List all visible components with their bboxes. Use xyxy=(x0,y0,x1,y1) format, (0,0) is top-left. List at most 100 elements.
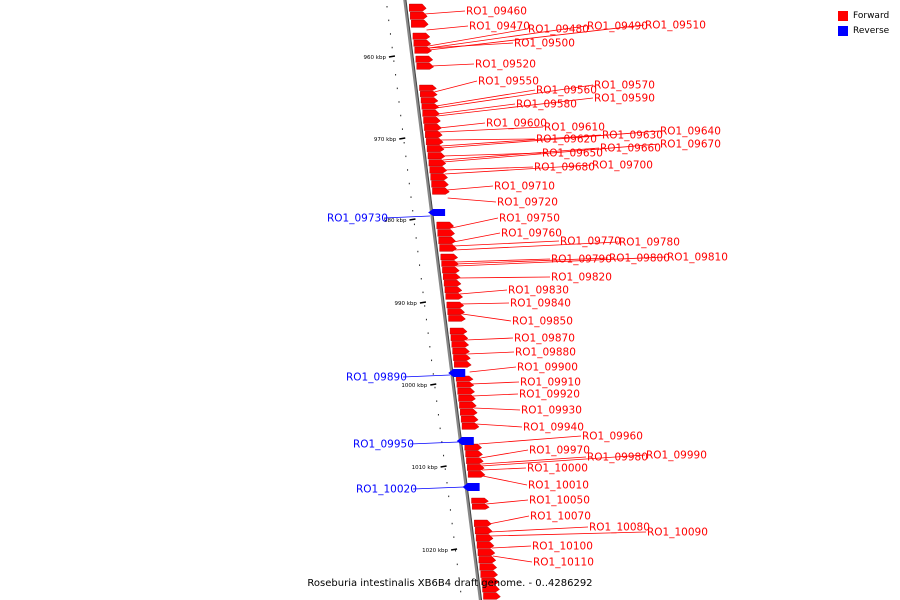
forward-gene-feature[interactable] xyxy=(475,534,494,542)
gene-label-ro1_09890[interactable]: RO1_09890 xyxy=(346,372,407,384)
gene-label-ro1_09470[interactable]: RO1_09470 xyxy=(469,21,530,33)
gene-label-ro1_10070[interactable]: RO1_10070 xyxy=(530,511,591,523)
forward-gene-feature[interactable] xyxy=(465,450,483,458)
gene-label-ro1_09820[interactable]: RO1_09820 xyxy=(551,272,612,284)
gene-label-ro1_09480[interactable]: RO1_09480 xyxy=(528,24,589,36)
forward-gene-feature[interactable] xyxy=(416,62,435,70)
gene-label-ro1_09790[interactable]: RO1_09790 xyxy=(551,254,612,266)
forward-gene-feature[interactable] xyxy=(431,180,449,188)
forward-gene-feature[interactable] xyxy=(439,244,457,252)
forward-gene-feature[interactable] xyxy=(449,327,468,335)
forward-gene-feature[interactable] xyxy=(479,563,498,571)
forward-gene-feature[interactable] xyxy=(424,123,442,131)
gene-label-ro1_09650[interactable]: RO1_09650 xyxy=(542,148,603,160)
forward-gene-feature[interactable] xyxy=(420,91,438,98)
forward-gene-feature[interactable] xyxy=(421,103,440,110)
forward-gene-feature[interactable] xyxy=(429,166,448,174)
forward-gene-feature[interactable] xyxy=(447,308,465,315)
forward-gene-feature[interactable] xyxy=(480,570,499,578)
gene-label-ro1_09490[interactable]: RO1_09490 xyxy=(587,21,648,33)
gene-label-ro1_09620[interactable]: RO1_09620 xyxy=(536,134,597,146)
forward-gene-feature[interactable] xyxy=(432,187,450,195)
reverse-gene-feature[interactable] xyxy=(456,437,474,445)
forward-gene-feature[interactable] xyxy=(461,422,480,430)
gene-label-ro1_10100[interactable]: RO1_10100 xyxy=(532,541,593,553)
forward-gene-feature[interactable] xyxy=(474,519,492,527)
gene-label-ro1_09640[interactable]: RO1_09640 xyxy=(660,126,721,138)
forward-gene-feature[interactable] xyxy=(482,585,500,593)
gene-label-ro1_09830[interactable]: RO1_09830 xyxy=(508,285,569,297)
reverse-gene-feature[interactable] xyxy=(428,209,446,216)
gene-label-ro1_09970[interactable]: RO1_09970 xyxy=(529,445,590,457)
gene-label-ro1_09520[interactable]: RO1_09520 xyxy=(475,59,536,71)
gene-label-ro1_09930[interactable]: RO1_09930 xyxy=(521,405,582,417)
forward-gene-feature[interactable] xyxy=(481,577,499,586)
gene-label-ro1_09600[interactable]: RO1_09600 xyxy=(486,118,547,130)
gene-label-ro1_10090[interactable]: RO1_10090 xyxy=(647,527,708,539)
gene-label-ro1_09900[interactable]: RO1_09900 xyxy=(517,362,578,374)
forward-gene-feature[interactable] xyxy=(438,236,456,245)
forward-gene-feature[interactable] xyxy=(423,116,441,124)
gene-label-ro1_09760[interactable]: RO1_09760 xyxy=(501,228,562,240)
forward-gene-feature[interactable] xyxy=(452,347,470,355)
forward-gene-feature[interactable] xyxy=(415,55,434,63)
gene-label-ro1_09710[interactable]: RO1_09710 xyxy=(494,181,555,193)
forward-gene-feature[interactable] xyxy=(443,273,461,280)
forward-gene-feature[interactable] xyxy=(440,253,459,261)
forward-gene-feature[interactable] xyxy=(477,548,496,556)
forward-gene-feature[interactable] xyxy=(456,381,475,388)
gene-label-ro1_10010[interactable]: RO1_10010 xyxy=(528,480,589,492)
forward-gene-feature[interactable] xyxy=(425,138,444,146)
forward-gene-feature[interactable] xyxy=(445,293,464,300)
gene-label-ro1_09770[interactable]: RO1_09770 xyxy=(560,236,621,248)
gene-label-ro1_09800[interactable]: RO1_09800 xyxy=(609,253,670,265)
gene-label-ro1_09510[interactable]: RO1_09510 xyxy=(645,20,706,32)
forward-gene-feature[interactable] xyxy=(444,286,463,294)
forward-gene-feature[interactable] xyxy=(437,229,455,237)
gene-label-ro1_09720[interactable]: RO1_09720 xyxy=(497,197,558,209)
forward-gene-feature[interactable] xyxy=(455,375,474,382)
forward-gene-feature[interactable] xyxy=(448,315,466,322)
gene-label-ro1_09980[interactable]: RO1_09980 xyxy=(587,452,648,464)
forward-gene-feature[interactable] xyxy=(414,46,432,54)
gene-label-ro1_10000[interactable]: RO1_10000 xyxy=(527,463,588,475)
gene-label-ro1_09660[interactable]: RO1_09660 xyxy=(600,143,661,155)
forward-gene-feature[interactable] xyxy=(458,394,476,402)
forward-gene-feature[interactable] xyxy=(413,39,432,47)
forward-gene-feature[interactable] xyxy=(426,145,445,153)
gene-label-ro1_09910[interactable]: RO1_09910 xyxy=(520,377,581,389)
forward-gene-feature[interactable] xyxy=(442,266,460,274)
forward-gene-feature[interactable] xyxy=(466,457,484,464)
gene-label-ro1_09670[interactable]: RO1_09670 xyxy=(660,139,721,151)
gene-label-ro1_09700[interactable]: RO1_09700 xyxy=(592,160,653,172)
forward-gene-feature[interactable] xyxy=(457,387,475,395)
forward-gene-feature[interactable] xyxy=(474,527,493,535)
forward-gene-feature[interactable] xyxy=(446,301,465,309)
reverse-gene-feature[interactable] xyxy=(462,483,480,491)
forward-gene-feature[interactable] xyxy=(467,471,486,478)
forward-gene-feature[interactable] xyxy=(464,443,483,451)
forward-gene-feature[interactable] xyxy=(409,3,427,12)
gene-label-ro1_09680[interactable]: RO1_09680 xyxy=(534,162,595,174)
gene-label-ro1_09870[interactable]: RO1_09870 xyxy=(514,333,575,345)
forward-gene-feature[interactable] xyxy=(422,109,440,117)
forward-gene-feature[interactable] xyxy=(476,541,495,549)
forward-gene-feature[interactable] xyxy=(450,334,469,341)
forward-gene-feature[interactable] xyxy=(459,401,477,409)
gene-label-ro1_09750[interactable]: RO1_09750 xyxy=(499,213,560,225)
gene-label-ro1_09730[interactable]: RO1_09730 xyxy=(327,213,388,225)
gene-label-ro1_10020[interactable]: RO1_10020 xyxy=(356,484,417,496)
forward-gene-feature[interactable] xyxy=(412,32,431,40)
gene-label-ro1_09990[interactable]: RO1_09990 xyxy=(646,450,707,462)
gene-label-ro1_10110[interactable]: RO1_10110 xyxy=(533,557,594,569)
gene-label-ro1_09580[interactable]: RO1_09580 xyxy=(516,99,577,111)
forward-gene-feature[interactable] xyxy=(467,464,485,471)
gene-label-ro1_09500[interactable]: RO1_09500 xyxy=(514,38,575,50)
gene-label-ro1_09780[interactable]: RO1_09780 xyxy=(619,237,680,249)
gene-label-ro1_09610[interactable]: RO1_09610 xyxy=(544,122,605,134)
gene-label-ro1_09590[interactable]: RO1_09590 xyxy=(594,93,655,105)
forward-gene-feature[interactable] xyxy=(443,280,462,287)
forward-gene-feature[interactable] xyxy=(451,341,470,348)
gene-label-ro1_09940[interactable]: RO1_09940 xyxy=(523,422,584,434)
gene-label-ro1_10080[interactable]: RO1_10080 xyxy=(589,522,650,534)
